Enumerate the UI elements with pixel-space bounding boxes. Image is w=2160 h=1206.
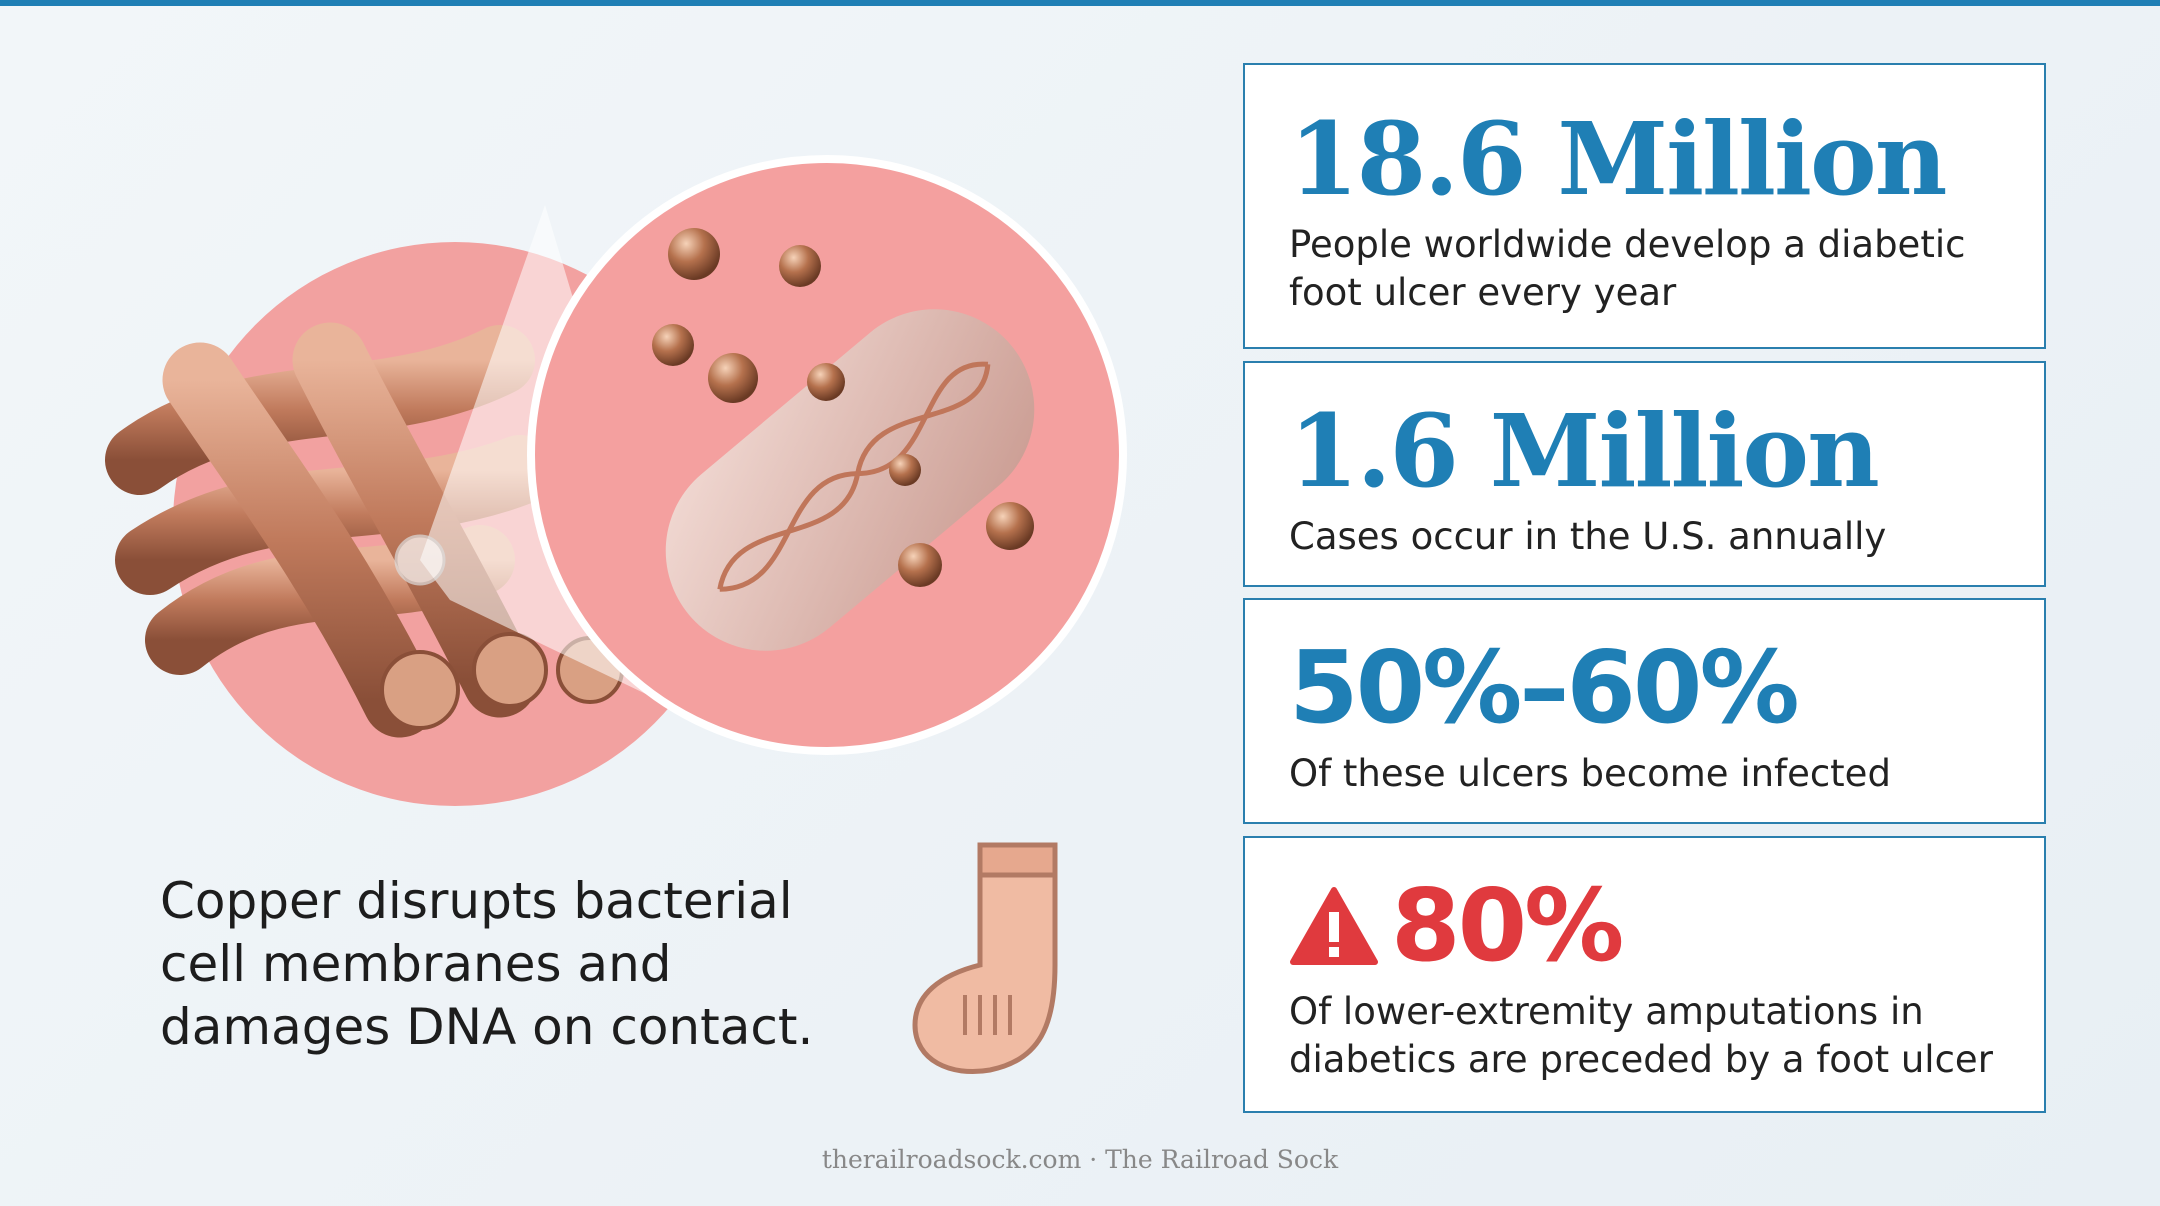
stat-card: 18.6 Million People worldwide develop a … [1243,63,2046,349]
stat-description: Of these ulcers become infected [1289,752,1891,795]
copper-particles [652,228,1034,587]
illustration [105,159,1123,1074]
stat-description: Of lower-extremity amputations in diabet… [1289,990,1993,1081]
stat-headline: 50%–60% [1289,629,1800,746]
caption: Copper disrupts bacterial cell membranes… [160,872,814,1056]
stat-headline: 1.6 Million [1289,392,1880,510]
stat-card: 50%–60% Of these ulcers become infected [1243,598,2046,824]
bacterium [665,309,1035,651]
warning-icon [1290,887,1378,965]
stat-headline-row: 80% [1289,876,2044,976]
footer: therailroadsock.com · The Railroad Sock [821,1145,1339,1174]
stat-card: 80% Of lower-extremity amputations in di… [1243,836,2046,1113]
top-bar [0,0,2160,6]
stat-description: People worldwide develop a diabetic foot… [1289,223,1966,314]
stat-description: Cases occur in the U.S. annually [1289,515,1887,558]
stat-headline: 18.6 Million [1289,100,1947,218]
stat-card: 1.6 Million Cases occur in the U.S. annu… [1243,361,2046,587]
sock-icon [912,842,1058,1074]
stat-headline: 80% [1391,867,1624,984]
